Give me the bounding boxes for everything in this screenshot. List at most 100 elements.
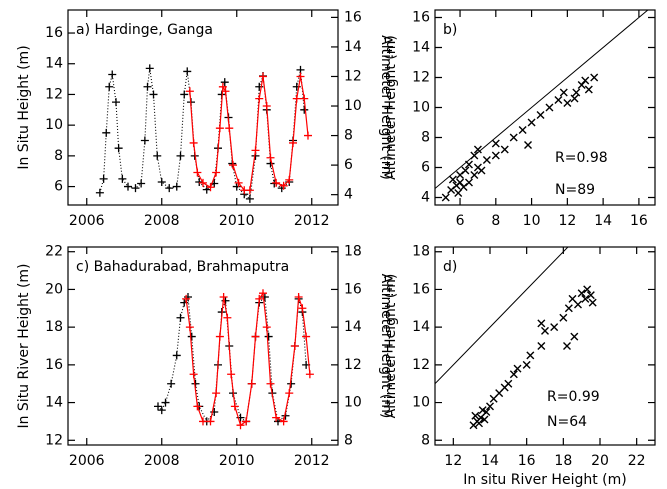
point-marker — [154, 402, 162, 411]
panel-title: a) Hardinge, Ganga — [76, 22, 213, 38]
point-marker — [264, 332, 273, 341]
point-marker — [564, 304, 573, 313]
y-tick-label: 14 — [45, 56, 63, 72]
point-marker — [176, 151, 185, 160]
point-marker — [172, 351, 181, 360]
point-marker — [491, 139, 500, 148]
panel: 2006 2008 2010 2012 6 8 10 12 14 16 4 6 8 10 12 14 16 In … — [16, 9, 394, 229]
point-marker — [305, 370, 314, 379]
point-marker — [157, 177, 166, 186]
point-marker — [262, 102, 271, 111]
point-marker — [279, 417, 288, 426]
point-marker — [500, 145, 509, 154]
point-marker — [149, 90, 158, 99]
x-tick-label: 8 — [491, 213, 500, 229]
y-tick-label: 16 — [45, 357, 63, 373]
point-marker — [279, 181, 288, 190]
point-marker — [289, 138, 297, 147]
point-marker — [220, 78, 229, 87]
point-marker — [296, 72, 305, 81]
point-marker — [550, 323, 559, 332]
y2-axis-label: Altimeter Height (m) — [378, 274, 394, 419]
point-marker — [298, 304, 307, 313]
y-tick-label: 14 — [412, 40, 430, 56]
point-marker — [108, 70, 117, 79]
x-tick-label: 2006 — [69, 213, 105, 229]
point-marker — [215, 332, 224, 341]
point-marker — [251, 332, 260, 341]
point-marker — [140, 136, 149, 145]
x-tick-label: 2008 — [144, 213, 180, 229]
y-tick-label: 12 — [45, 86, 63, 102]
point-marker — [234, 178, 243, 187]
point-marker — [210, 408, 219, 416]
point-marker — [105, 82, 114, 91]
y2-tick-label: 18 — [344, 244, 362, 260]
y2-tick-label: 14 — [344, 39, 362, 55]
point-marker — [581, 294, 590, 303]
y-axis-label: In Situ River Height (m) — [16, 263, 32, 428]
point-marker — [131, 184, 140, 193]
point-marker — [266, 379, 275, 388]
point-marker — [95, 188, 104, 197]
point-marker — [475, 419, 483, 428]
y-tick-label: 8 — [54, 148, 63, 164]
point-marker — [245, 186, 254, 195]
point-marker — [294, 292, 303, 301]
y-tick-label: 18 — [412, 244, 430, 260]
point-marker — [285, 175, 294, 184]
point-marker — [537, 342, 546, 350]
point-marker — [563, 342, 571, 350]
panel: 12 14 16 18 20 22 8 10 12 14 16 18 Altimeter Height … — [383, 244, 656, 488]
point-marker — [448, 175, 457, 184]
y-tick-label: 12 — [412, 357, 430, 373]
point-marker — [504, 379, 513, 388]
x-tick-label: 14 — [594, 213, 612, 229]
point-marker — [161, 398, 170, 407]
plot-frame — [67, 9, 339, 206]
point-marker — [464, 160, 473, 169]
plot-frame — [67, 246, 339, 446]
x-tick-label: 14 — [481, 453, 499, 469]
point-marker — [300, 94, 309, 103]
x-tick-label: 2012 — [294, 213, 330, 229]
point-marker — [470, 171, 479, 179]
point-marker — [522, 360, 531, 369]
point-marker — [165, 184, 174, 193]
panel: 6 8 10 12 14 16 4 6 8 10 12 14 16 Altimeter Height (m… — [383, 9, 656, 229]
y-tick-label: 10 — [412, 100, 430, 116]
point-marker — [99, 174, 108, 183]
y-tick-label: 14 — [412, 319, 430, 335]
point-marker — [143, 82, 152, 91]
y-tick-label: 16 — [45, 25, 63, 41]
point-marker — [574, 300, 582, 309]
point-marker — [259, 289, 267, 298]
series-line — [157, 295, 307, 423]
point-marker — [218, 82, 227, 91]
point-marker — [545, 103, 554, 112]
x-tick-label: 2006 — [69, 453, 105, 469]
y2-tick-label: 8 — [344, 432, 353, 448]
point-marker — [470, 151, 479, 160]
y2-tick-label: 10 — [344, 395, 362, 411]
series-line — [189, 76, 309, 191]
point-marker — [189, 370, 198, 379]
panel-title: c) Bahadurabad, Brahmaputra — [76, 259, 289, 275]
point-marker — [302, 332, 311, 341]
point-marker — [583, 285, 592, 294]
point-marker — [559, 88, 568, 97]
y-tick-label: 18 — [45, 319, 63, 335]
x-tick-label: 2012 — [294, 453, 330, 469]
panel: 2006 2008 2010 2012 12 14 16 18 20 22 8 10 12 14 16 18 I… — [16, 244, 394, 469]
point-marker — [590, 73, 599, 82]
y2-axis-label: Altimeter Height (m) — [378, 35, 394, 180]
x-tick-label: 16 — [630, 213, 648, 229]
point-marker — [172, 182, 181, 191]
x-tick-label: 2008 — [144, 453, 180, 469]
point-marker — [185, 323, 194, 332]
point-marker — [145, 64, 154, 73]
y2-tick-label: 16 — [344, 281, 362, 297]
point-marker — [581, 76, 590, 85]
